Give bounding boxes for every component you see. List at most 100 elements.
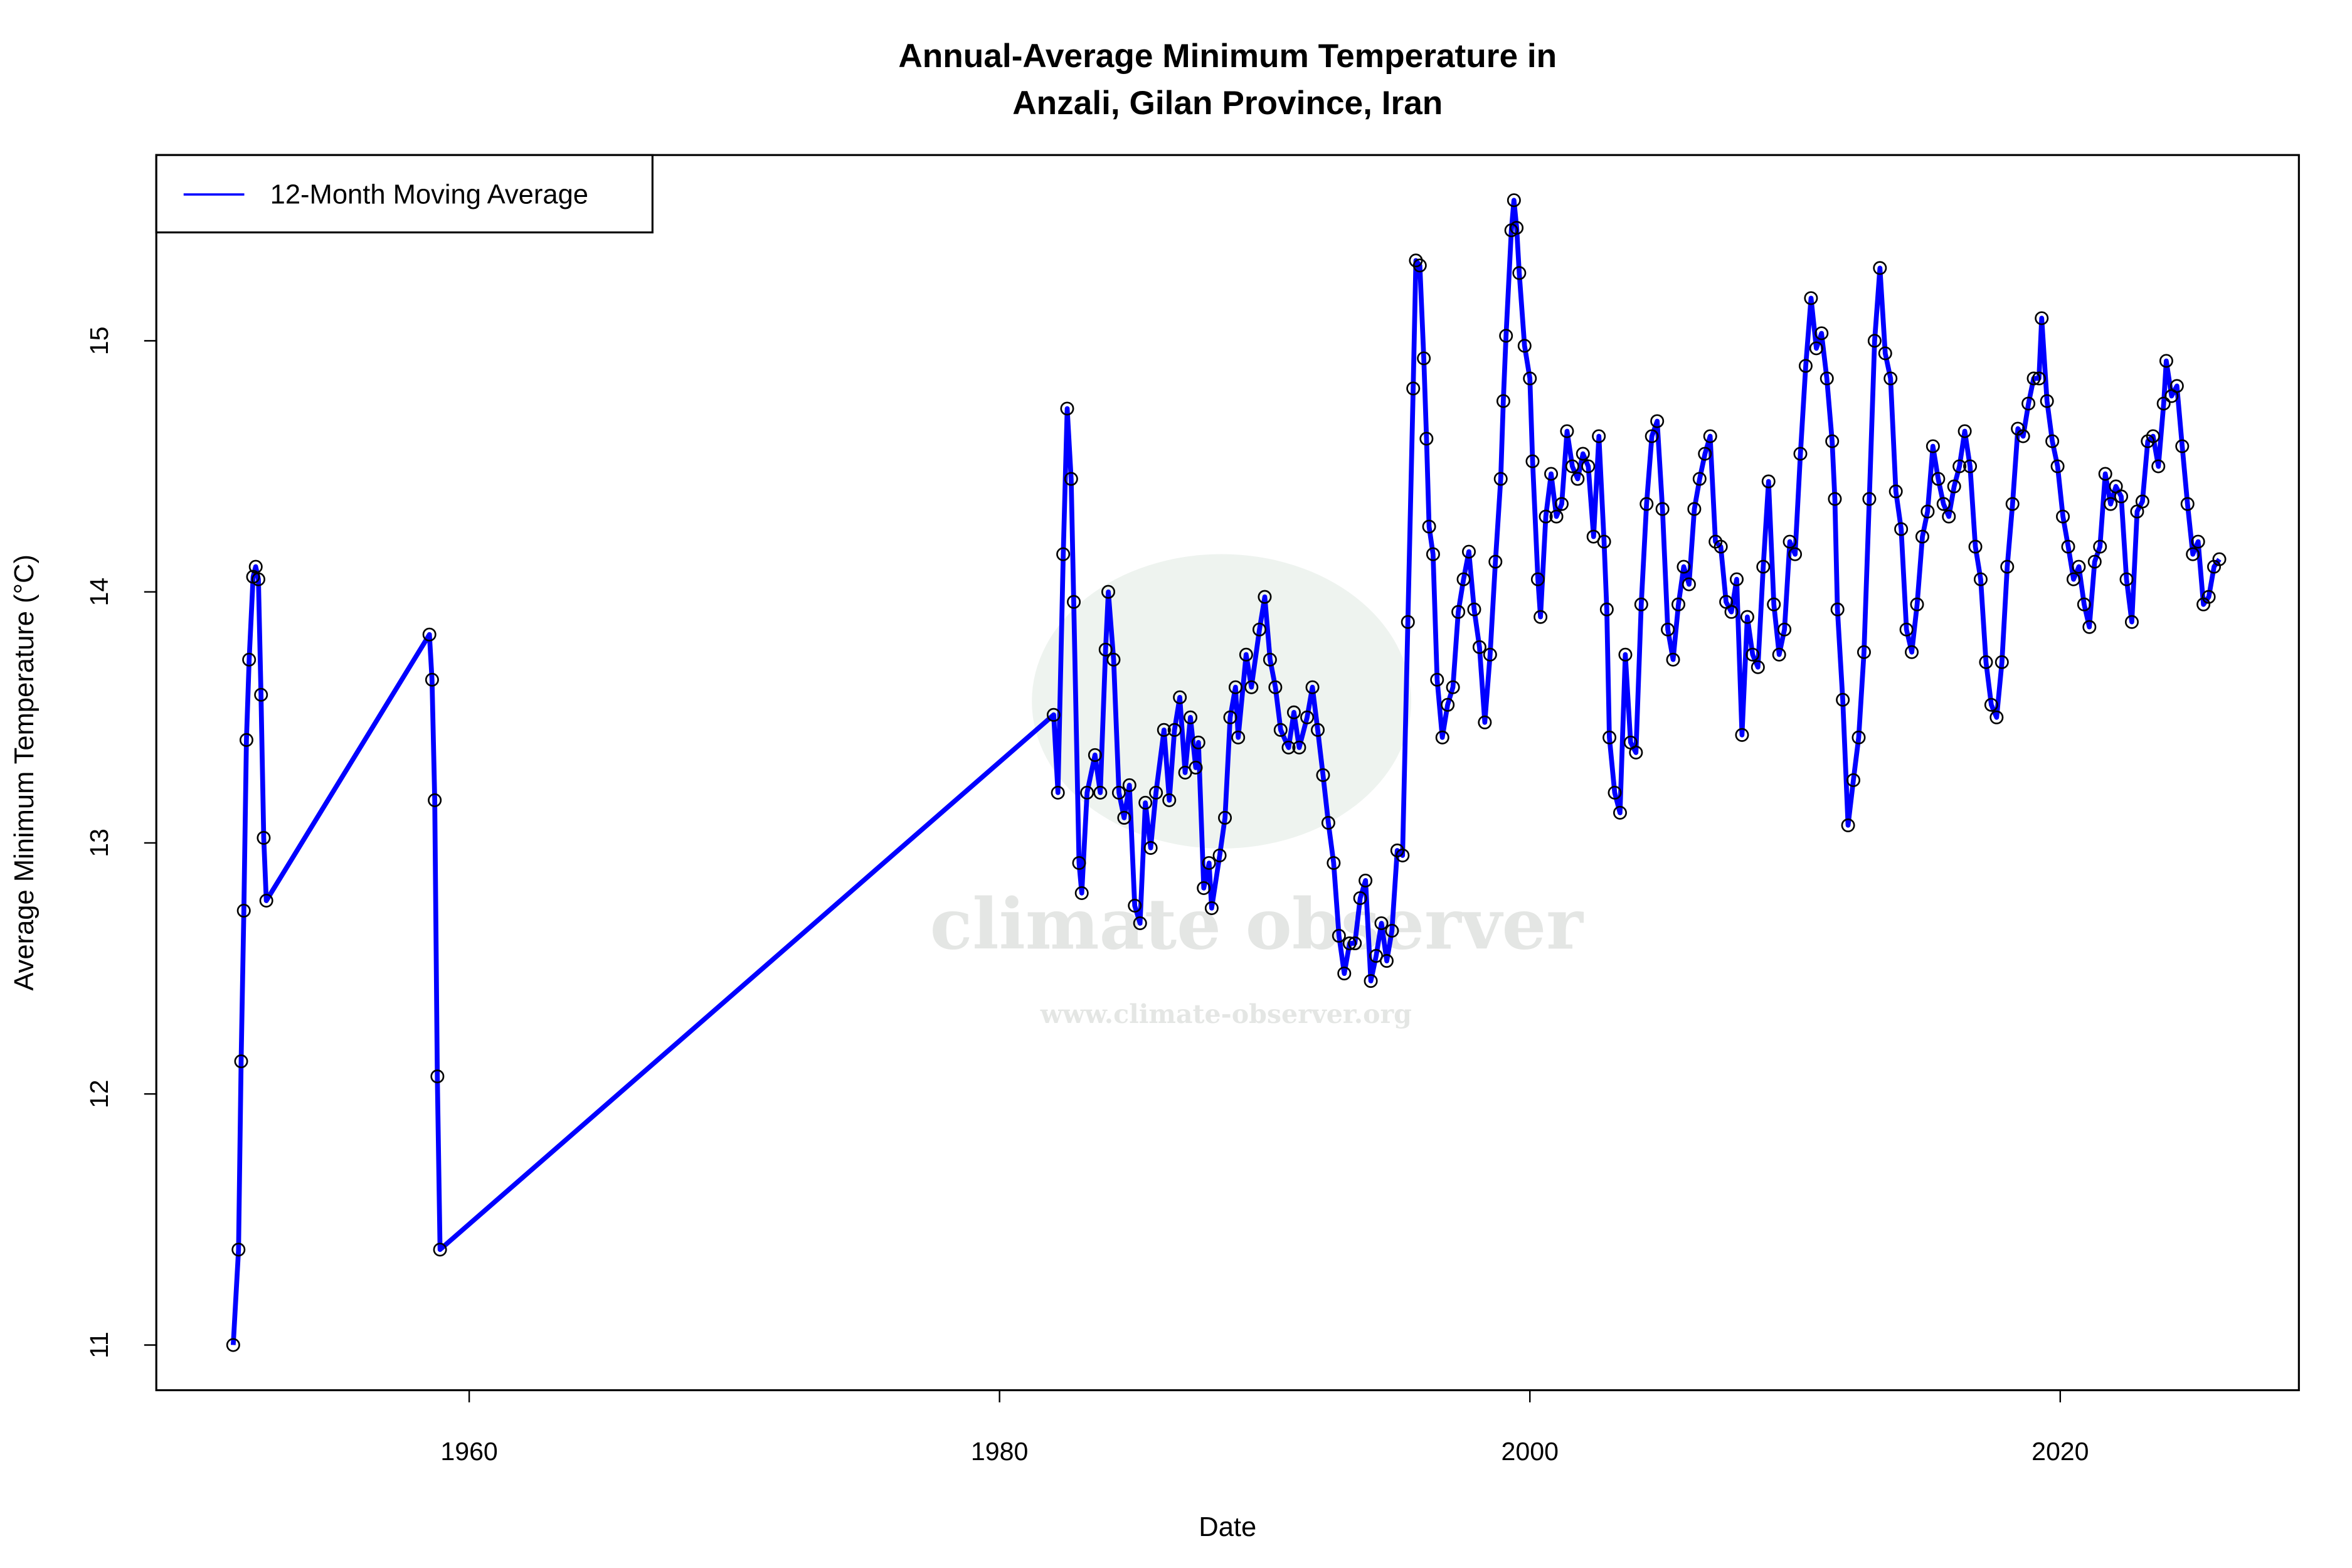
data-point <box>1692 472 1707 486</box>
data-point <box>1419 432 1434 446</box>
data-point <box>1496 394 1510 408</box>
data-point <box>2098 467 2112 481</box>
data-point <box>1143 840 1158 855</box>
data-point <box>1671 597 1686 612</box>
data-point <box>2114 489 2129 504</box>
data-point <box>1197 881 1211 895</box>
data-point <box>1359 873 1373 887</box>
data-point <box>1478 715 1492 729</box>
data-point <box>1488 554 1503 569</box>
data-point <box>1202 856 1216 870</box>
data-point <box>1167 723 1182 737</box>
data-point <box>1273 723 1288 737</box>
data-point <box>1618 647 1633 662</box>
data-point <box>1056 547 1071 561</box>
data-point <box>1451 605 1466 619</box>
data-point <box>1984 697 1998 712</box>
data-point <box>2077 597 2091 612</box>
data-point <box>1793 447 1808 461</box>
data-point <box>1735 728 1749 742</box>
data-point <box>1305 680 1320 694</box>
y-tick-label: 11 <box>85 1332 114 1359</box>
data-point <box>1300 710 1315 724</box>
data-point <box>1687 502 1702 516</box>
data-point <box>1064 472 1078 486</box>
y-tick-label: 14 <box>85 578 114 607</box>
data-point <box>1645 429 1659 443</box>
data-point <box>425 672 439 687</box>
chart-title-line-1: Annual-Average Minimum Temperature in <box>898 38 1557 75</box>
data-point <box>1830 602 1845 617</box>
data-point <box>1422 519 1436 534</box>
data-point <box>1239 647 1253 662</box>
data-point <box>1581 459 1596 474</box>
y-tick-label: 15 <box>85 327 114 356</box>
watermark-name: climate observer <box>930 884 1584 966</box>
data-point <box>2201 590 2216 604</box>
data-point <box>1374 916 1389 931</box>
data-point <box>1534 610 1548 624</box>
data-point <box>1539 509 1553 524</box>
data-point <box>1517 339 1532 353</box>
y-axis: 11 12 13 14 15 <box>85 327 157 1359</box>
data-point <box>1825 434 1840 448</box>
data-point <box>1426 547 1440 561</box>
data-point <box>1412 258 1427 273</box>
data-point <box>1745 647 1760 662</box>
data-point <box>1483 647 1497 662</box>
data-point <box>2104 497 2118 511</box>
data-point <box>1613 805 1627 820</box>
data-point <box>1968 539 1983 554</box>
data-point <box>234 1054 248 1069</box>
data-point <box>1244 680 1259 694</box>
data-point <box>1544 467 1559 481</box>
data-point <box>1441 697 1455 712</box>
data-point <box>1878 346 1892 361</box>
data-point <box>1767 597 1781 612</box>
data-point <box>1947 479 1961 494</box>
data-point <box>1189 760 1203 775</box>
data-point <box>1456 572 1471 586</box>
data-point <box>1337 967 1352 981</box>
data-point <box>1936 497 1951 511</box>
data-point <box>1157 723 1171 737</box>
data-point <box>1873 261 1887 275</box>
data-point <box>1549 509 1564 524</box>
data-point <box>1724 605 1739 619</box>
data-point <box>1920 504 1935 519</box>
data-point <box>1406 381 1421 396</box>
data-point <box>1820 371 1834 386</box>
data-point <box>1088 748 1102 762</box>
data-point <box>1973 572 1988 586</box>
data-point <box>2135 494 2149 509</box>
data-point <box>1446 680 1460 694</box>
data-point <box>1106 652 1121 667</box>
data-point <box>1602 730 1617 744</box>
data-point <box>1332 929 1346 943</box>
data-point <box>2021 396 2036 411</box>
data-point <box>2087 554 2102 569</box>
data-point <box>2212 552 2227 566</box>
data-point <box>1661 622 1675 637</box>
data-point <box>1493 472 1508 486</box>
data-point <box>1461 544 1476 559</box>
data-point <box>1814 326 1829 341</box>
data-point <box>1931 472 1946 486</box>
data-point <box>1327 856 1341 870</box>
data-point <box>1836 692 1850 707</box>
data-point <box>2119 572 2134 586</box>
data-point <box>257 830 271 845</box>
data-point <box>1128 898 1142 913</box>
y-tick-label: 13 <box>85 829 114 857</box>
data-point <box>1888 484 1903 499</box>
data-point <box>1060 401 1074 416</box>
data-point <box>1133 916 1147 931</box>
data-point <box>1910 597 1924 612</box>
data-point <box>1316 768 1330 782</box>
data-point <box>1396 848 1410 862</box>
data-point <box>1353 891 1367 906</box>
data-point <box>1530 572 1545 586</box>
y-tick-label: 12 <box>85 1079 114 1108</box>
data-point <box>1281 740 1296 755</box>
data-point <box>1963 459 1978 474</box>
